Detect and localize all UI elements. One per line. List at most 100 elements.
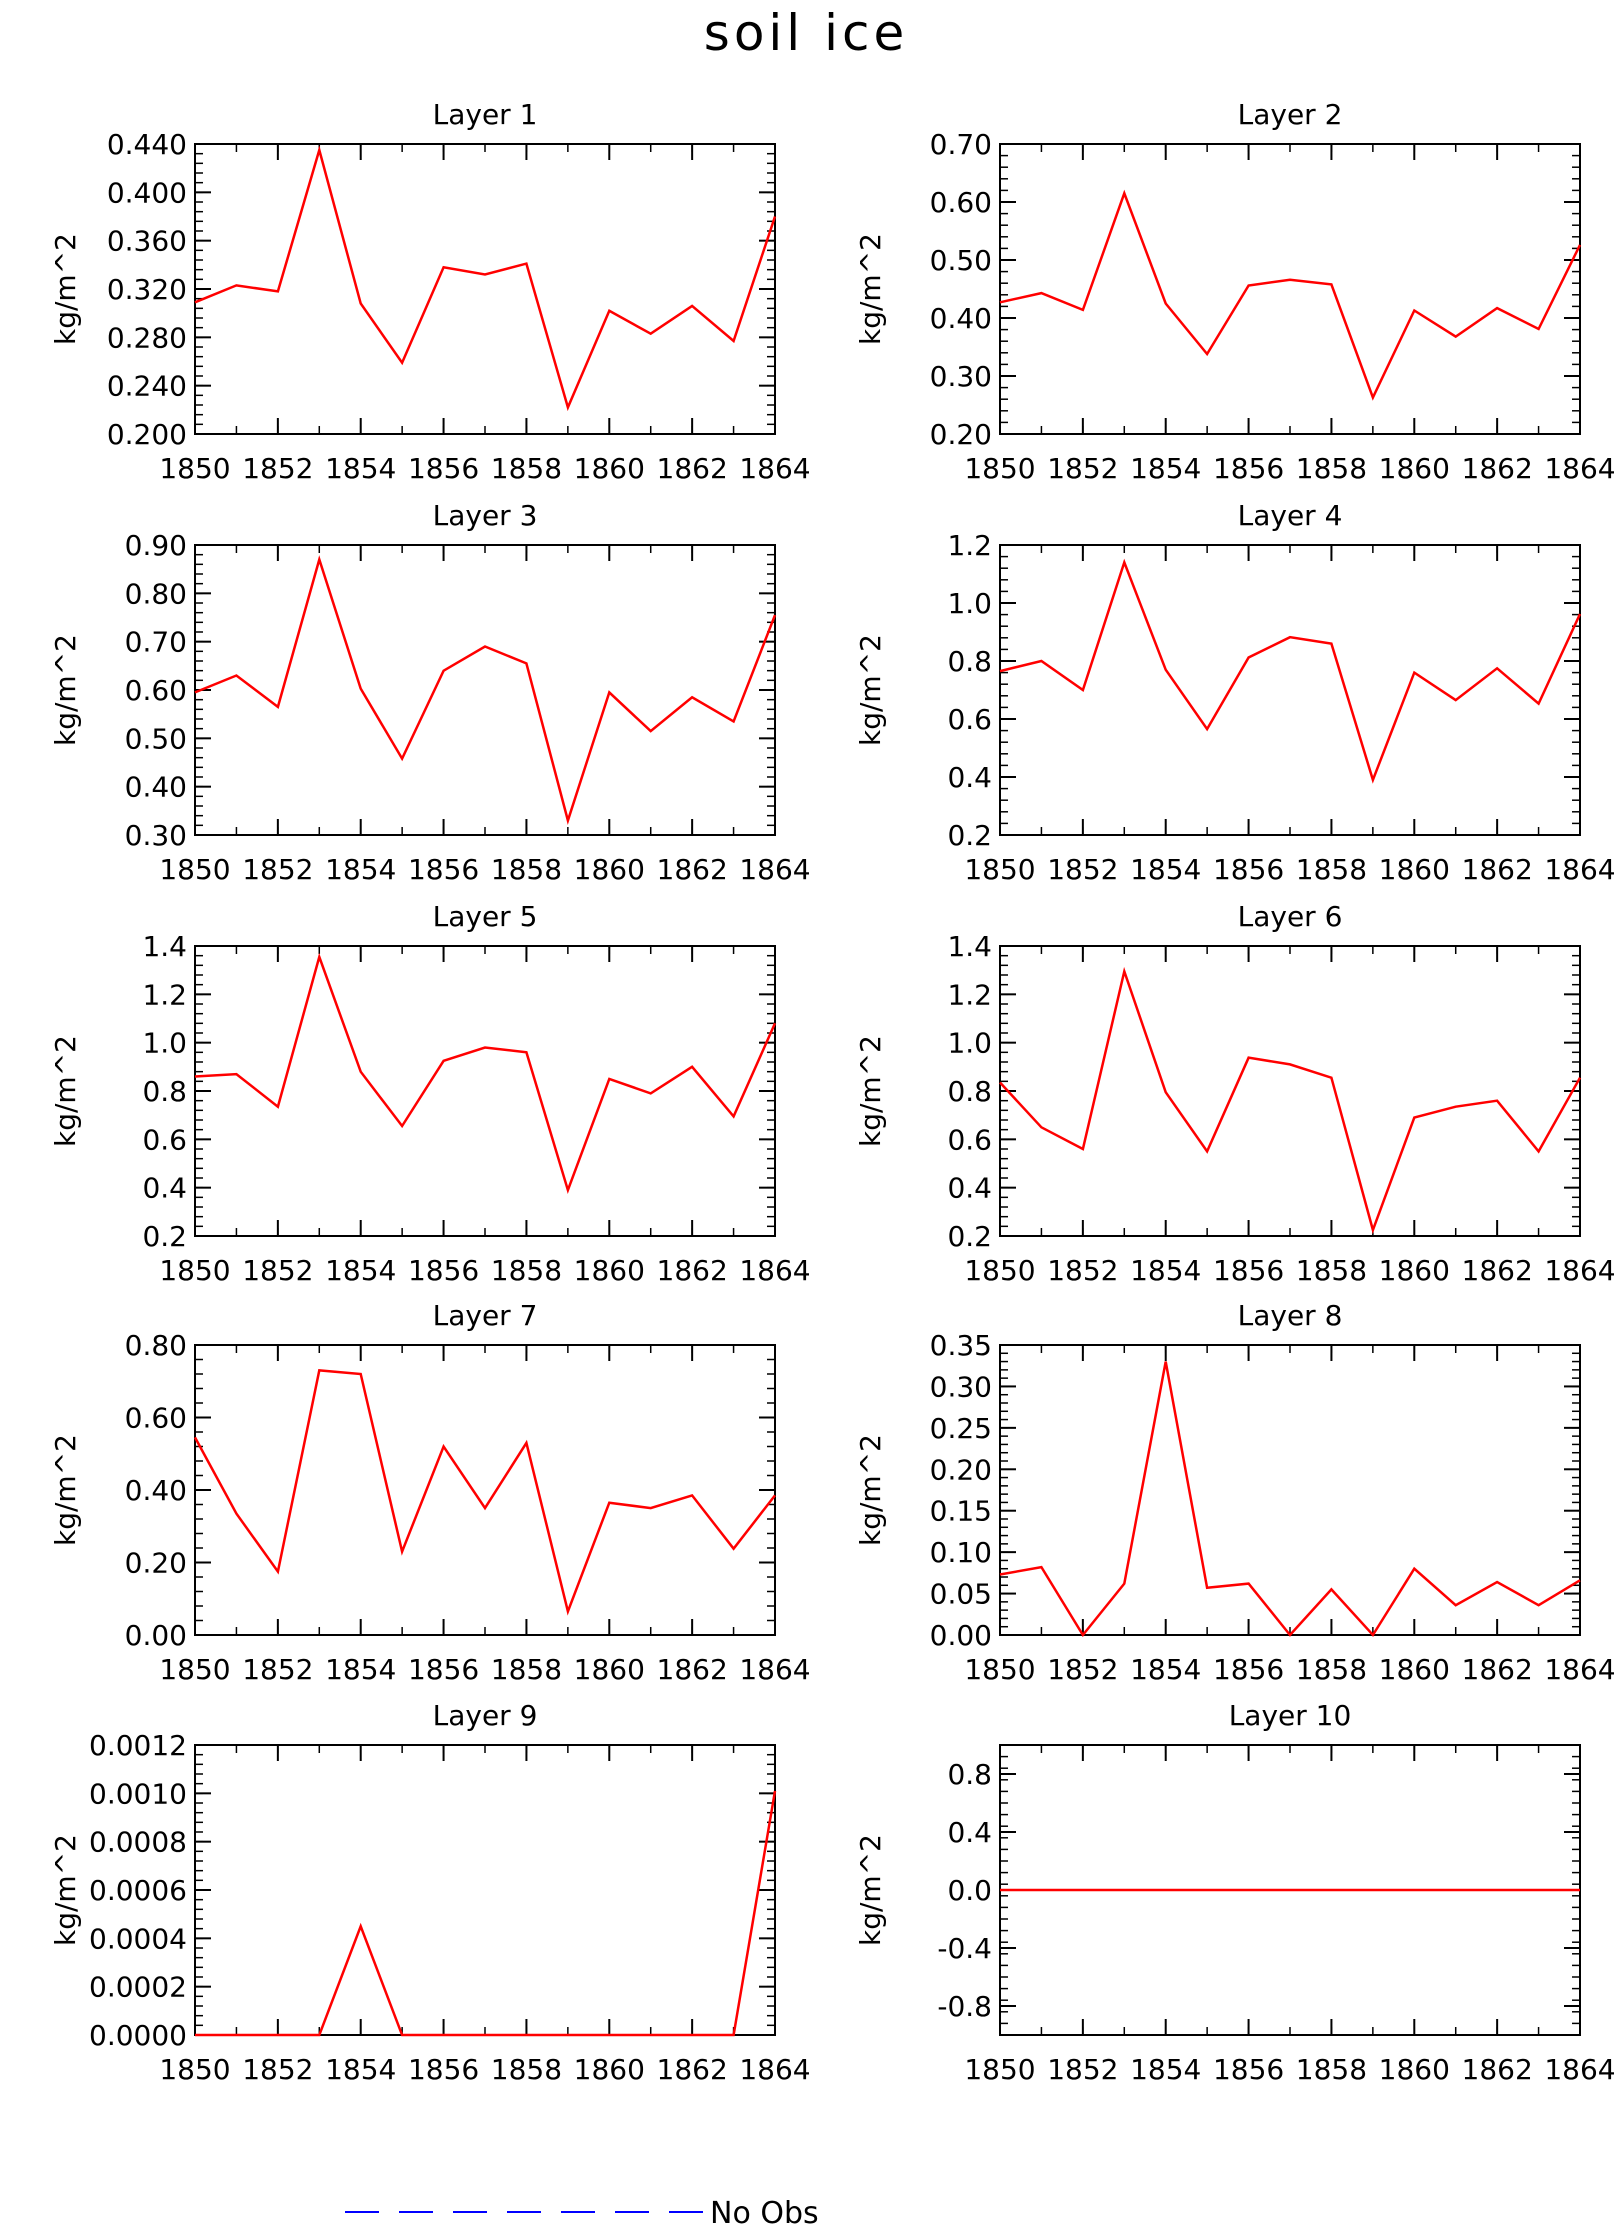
y-tick-label: 0.4 (947, 761, 992, 794)
y-tick-label: 0.30 (930, 360, 992, 393)
x-tick-label: 1850 (159, 853, 230, 886)
x-tick-label: 1850 (159, 1254, 230, 1287)
y-tick-label: 0.6 (142, 1123, 187, 1156)
y-tick-label: 0.0 (947, 1874, 992, 1907)
x-tick-label: 1850 (964, 1254, 1035, 1287)
y-tick-label: 0.30 (125, 819, 187, 852)
x-tick-label: 1858 (1296, 1254, 1367, 1287)
y-tick-label: 0.60 (125, 1402, 187, 1435)
panel-title: Layer 5 (433, 900, 538, 933)
legend: No Obs (345, 2196, 819, 2229)
x-tick-label: 1864 (1544, 1254, 1615, 1287)
y-tick-label: 1.2 (142, 978, 187, 1011)
panel-10: Layer 10 -0.8 -0.4 0.0 0.4 0.8 1850 1852 1854 185… (854, 1699, 1616, 2086)
y-tick-label: 0.05 (930, 1578, 992, 1611)
x-tick-label: 1860 (574, 1254, 645, 1287)
x-tick-label: 1856 (1213, 452, 1284, 485)
y-tick-label: 0.0002 (89, 1971, 187, 2004)
y-tick-label: 0.4 (947, 1172, 992, 1205)
series-line (193, 1369, 776, 1616)
x-tick-label: 1850 (964, 853, 1035, 886)
x-tick-label: 1852 (242, 1254, 313, 1287)
y-tick-label: 0.60 (930, 186, 992, 219)
y-tick-label: 0.4 (947, 1816, 992, 1849)
x-tick-label: 1864 (739, 1254, 810, 1287)
y-tick-label: -0.4 (937, 1932, 992, 1965)
y-tick-label: 0.6 (947, 703, 992, 736)
y-tick-label: 0.30 (930, 1370, 992, 1403)
y-axis-label: kg/m^2 (854, 1035, 887, 1147)
y-axis-label: kg/m^2 (854, 1834, 887, 1946)
x-tick-label: 1852 (1047, 1653, 1118, 1686)
y-tick-label: 0.8 (142, 1075, 187, 1108)
panel-title: Layer 4 (1238, 499, 1343, 532)
y-tick-label: 1.4 (947, 930, 992, 963)
x-tick-label: 1858 (491, 1653, 562, 1686)
x-tick-label: 1856 (1213, 853, 1284, 886)
x-tick-label: 1854 (1130, 1254, 1201, 1287)
x-tick-label: 1862 (657, 1653, 728, 1686)
x-tick-label: 1852 (242, 2053, 313, 2086)
y-tick-label: 0.20 (125, 1547, 187, 1580)
series-line (195, 1790, 777, 2037)
y-tick-label: 0.0008 (89, 1826, 187, 1859)
x-tick-label: 1858 (491, 2053, 562, 2086)
panel-2: Layer 2 0.20 0.30 0.40 0.50 0.60 0.70 1850 1852 1… (854, 98, 1616, 485)
x-tick-label: 1858 (1296, 452, 1367, 485)
series-line (999, 1361, 1581, 1638)
x-tick-label: 1854 (1130, 853, 1201, 886)
panels-container: Layer 1 0.200 0.240 0.280 0.320 0.360 0.400 0.4… (49, 98, 1616, 2086)
x-tick-label: 1862 (657, 1254, 728, 1287)
x-tick-label: 1854 (325, 1653, 396, 1686)
series-line (194, 555, 777, 825)
panel-title: Layer 9 (433, 1699, 538, 1732)
y-tick-label: 0.00 (930, 1619, 992, 1652)
x-tick-label: 1862 (1462, 452, 1533, 485)
x-tick-label: 1860 (1379, 853, 1450, 886)
panel-title: Layer 1 (433, 98, 538, 131)
x-tick-label: 1860 (574, 853, 645, 886)
y-tick-label: 0.4 (142, 1172, 187, 1205)
x-tick-label: 1864 (739, 1653, 810, 1686)
x-tick-label: 1864 (739, 853, 810, 886)
x-tick-label: 1852 (242, 1653, 313, 1686)
panel-8: Layer 8 0.00 0.05 0.10 0.15 0.20 0.25 0.30 0.35 1… (854, 1299, 1616, 1686)
x-tick-label: 1864 (739, 452, 810, 485)
x-tick-label: 1858 (1296, 1653, 1367, 1686)
panel-6: Layer 6 0.2 0.4 0.6 0.8 1.0 1.2 1.4 1850 1852 1854… (854, 900, 1616, 1287)
plot-frame (194, 1744, 776, 2036)
plot-frame (999, 1344, 1581, 1636)
x-tick-label: 1856 (408, 2053, 479, 2086)
x-tick-label: 1854 (325, 2053, 396, 2086)
x-tick-label: 1854 (325, 853, 396, 886)
x-tick-label: 1852 (1047, 2053, 1118, 2086)
x-tick-label: 1850 (964, 1653, 1035, 1686)
y-tick-label: 0.40 (125, 771, 187, 804)
x-tick-label: 1858 (491, 853, 562, 886)
x-tick-label: 1862 (657, 2053, 728, 2086)
y-axis-label: kg/m^2 (49, 1834, 82, 1946)
x-tick-label: 1856 (1213, 1653, 1284, 1686)
y-tick-label: 0.80 (125, 577, 187, 610)
x-tick-label: 1850 (159, 1653, 230, 1686)
panel-title: Layer 2 (1238, 98, 1343, 131)
x-tick-label: 1864 (1544, 853, 1615, 886)
x-tick-label: 1850 (964, 2053, 1035, 2086)
series-line (194, 952, 777, 1195)
x-tick-label: 1852 (242, 452, 313, 485)
y-tick-label: 0.8 (947, 645, 992, 678)
y-axis-label: kg/m^2 (49, 634, 82, 746)
x-tick-label: 1862 (1462, 1653, 1533, 1686)
y-axis-label: kg/m^2 (854, 1434, 887, 1546)
x-tick-label: 1854 (1130, 452, 1201, 485)
figure-title: soil ice (704, 4, 908, 62)
x-tick-label: 1862 (1462, 1254, 1533, 1287)
y-tick-label: 0.70 (125, 626, 187, 659)
y-tick-label: 0.40 (930, 302, 992, 335)
x-tick-label: 1862 (1462, 2053, 1533, 2086)
plot-frame (999, 945, 1581, 1237)
y-tick-label: 0.35 (930, 1329, 992, 1362)
panel-title: Layer 10 (1229, 1699, 1352, 1732)
x-tick-label: 1850 (159, 452, 230, 485)
x-tick-label: 1852 (1047, 853, 1118, 886)
